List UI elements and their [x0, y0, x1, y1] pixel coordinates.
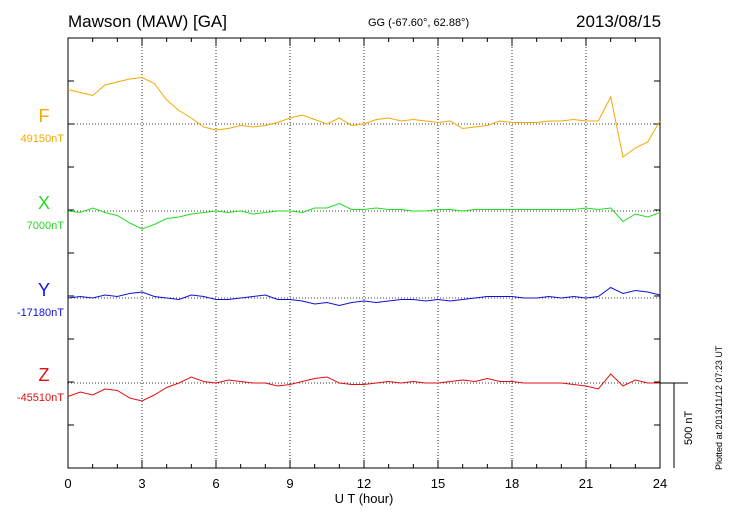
x-axis-label: U T (hour)	[335, 491, 394, 506]
x-tick-label: 9	[286, 476, 293, 491]
series-x-line	[67, 202, 661, 230]
series-group	[67, 76, 661, 402]
coordinates-label: GG (-67.60°, 62.88°)	[368, 17, 470, 29]
x-tick-label: 21	[579, 476, 593, 491]
x-tick-label: 12	[357, 476, 371, 491]
series-z-baseline-label: -45510nT	[17, 392, 64, 404]
x-tick-label: 6	[212, 476, 219, 491]
scale-bar: 500 nT	[660, 382, 695, 468]
series-x-label: X	[38, 193, 50, 213]
scale-bar-label: 500 nT	[683, 410, 695, 445]
series-y-label: Y	[38, 280, 50, 300]
series-y-line	[67, 286, 661, 307]
x-tick-labels: 0 3 6 9 12 15 18 21 24	[64, 476, 667, 491]
x-tick-label: 0	[64, 476, 71, 491]
series-y-baseline-label: -17180nT	[17, 307, 64, 319]
series-f-label: F	[39, 106, 50, 126]
grid-lines	[68, 38, 660, 468]
series-x-baseline-label: 7000nT	[27, 220, 65, 232]
x-tick-label: 24	[653, 476, 667, 491]
axis-ticks	[67, 37, 661, 469]
series-f-line	[67, 76, 661, 158]
date-label: 2013/08/15	[576, 12, 662, 31]
series-z-line	[67, 373, 660, 402]
plot-frame	[67, 37, 661, 469]
station-title: Mawson (MAW) [GA]	[68, 12, 227, 31]
x-tick-label: 18	[505, 476, 519, 491]
series-labels: F 49150nT X 7000nT Y -17180nT Z -45510nT	[17, 106, 64, 404]
x-tick-label: 15	[431, 476, 445, 491]
x-tick-label: 3	[138, 476, 145, 491]
series-z-label: Z	[39, 365, 50, 385]
series-f-baseline-label: 49150nT	[21, 133, 65, 145]
